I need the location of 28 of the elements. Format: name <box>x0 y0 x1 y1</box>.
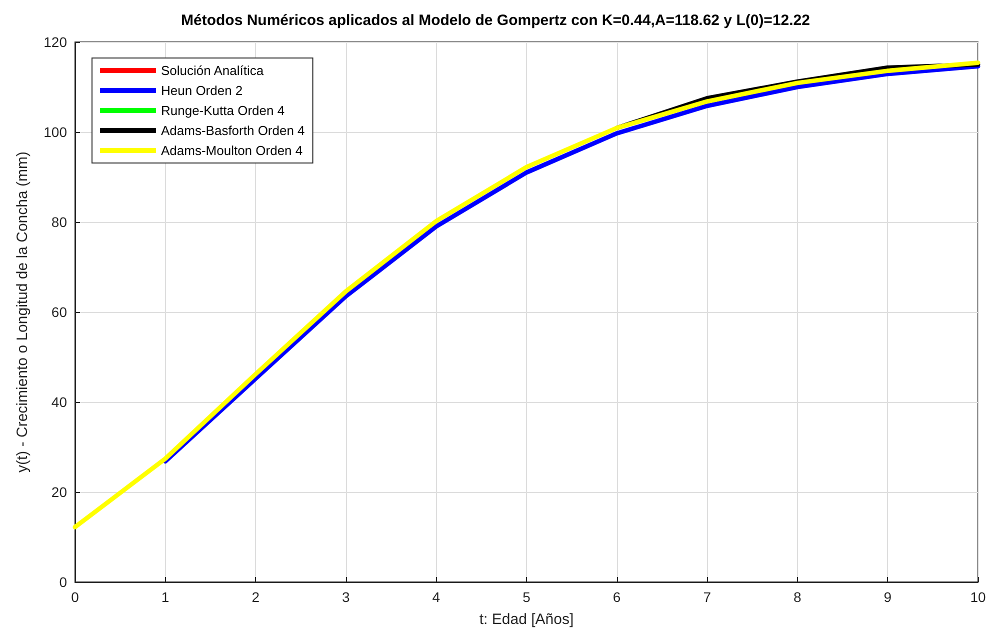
x-axis-title: t: Edad [Años] <box>479 611 574 628</box>
legend-label: Heun Orden 2 <box>161 83 243 98</box>
x-tick-label: 10 <box>970 589 986 605</box>
y-tick-label: 40 <box>51 394 68 410</box>
x-tick-label: 4 <box>432 589 440 605</box>
y-axis-title: y(t) - Crecimiento o Longitud de la Concha (mm) <box>14 152 31 472</box>
x-tick-label: 7 <box>703 589 712 605</box>
y-tick-label: 80 <box>51 214 68 230</box>
x-tick-label: 0 <box>71 589 80 605</box>
chart-title: Métodos Numéricos aplicados al Modelo de Gompertz con K=0.44,A=118.62 y L(0)=12.22 <box>181 12 810 29</box>
y-tick-label: 0 <box>59 574 68 590</box>
legend-label: Adams-Moulton Orden 4 <box>161 143 303 158</box>
line-series <box>72 60 980 530</box>
x-tick-label: 6 <box>612 589 621 605</box>
x-tick-label: 3 <box>342 589 350 605</box>
y-tick-label: 20 <box>51 484 68 500</box>
x-tick-label: 1 <box>161 589 170 605</box>
legend-label: Solución Analítica <box>161 63 264 78</box>
y-tick-label: 60 <box>51 304 68 320</box>
y-tick-label: 100 <box>44 124 68 140</box>
x-tick-label: 9 <box>884 589 892 605</box>
y-tick-label: 120 <box>44 34 68 50</box>
line-series <box>163 64 980 464</box>
x-tick-label: 5 <box>522 589 531 605</box>
x-tick-label: 8 <box>794 589 802 605</box>
legend-label: Adams-Basforth Orden 4 <box>161 123 305 138</box>
x-tick-label: 2 <box>252 589 260 605</box>
legend-label: Runge-Kutta Orden 4 <box>161 103 285 118</box>
